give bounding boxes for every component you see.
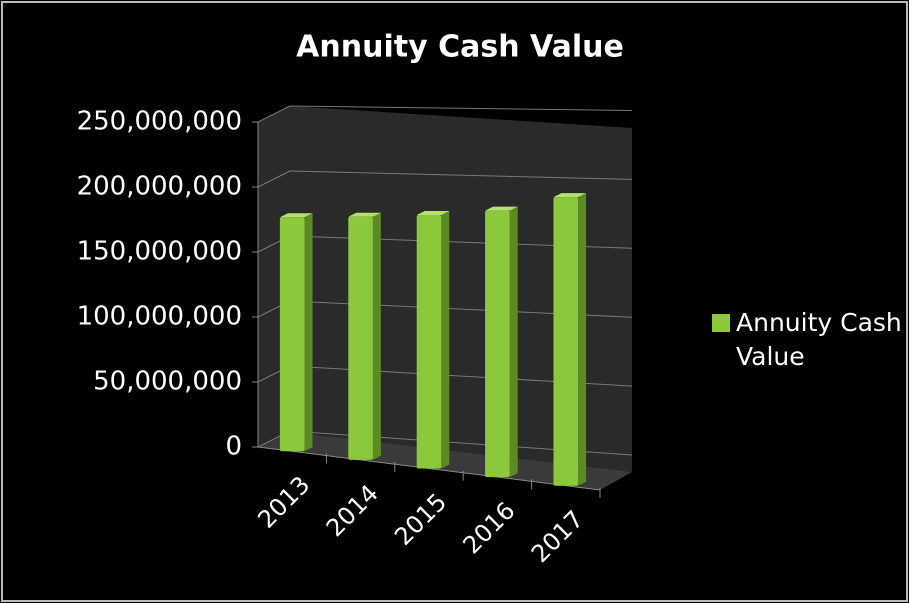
- legend-swatch: [712, 314, 730, 332]
- bar-side: [578, 193, 587, 486]
- bar-side: [441, 211, 450, 469]
- y-tick-label: 50,000,000: [93, 367, 242, 397]
- chart-title: Annuity Cash Value: [296, 30, 624, 65]
- bar-side: [509, 206, 518, 478]
- grid-line: [289, 105, 633, 111]
- bar: [485, 210, 510, 478]
- bar-top: [553, 193, 587, 198]
- legend-label: Annuity Cash Value: [736, 308, 902, 371]
- grid-line: [257, 170, 291, 188]
- legend: Annuity Cash Value: [712, 306, 902, 374]
- y-tick-label: 250,000,000: [77, 107, 242, 137]
- grid-line: [257, 105, 291, 123]
- bar-top: [348, 212, 381, 217]
- y-tick-label: 200,000,000: [77, 172, 242, 202]
- bar: [279, 217, 305, 452]
- bar: [416, 215, 442, 469]
- bar-side: [304, 213, 313, 452]
- y-tick-label: 100,000,000: [77, 302, 242, 332]
- bar: [553, 197, 579, 486]
- bar-top: [485, 206, 518, 211]
- grid-line: [289, 170, 633, 180]
- bar-side: [372, 212, 381, 460]
- bar-top: [416, 211, 450, 215]
- bar: [348, 216, 373, 460]
- y-tick-label: 150,000,000: [77, 237, 242, 267]
- bar-top: [279, 213, 313, 218]
- y-tick-label: 0: [225, 432, 242, 462]
